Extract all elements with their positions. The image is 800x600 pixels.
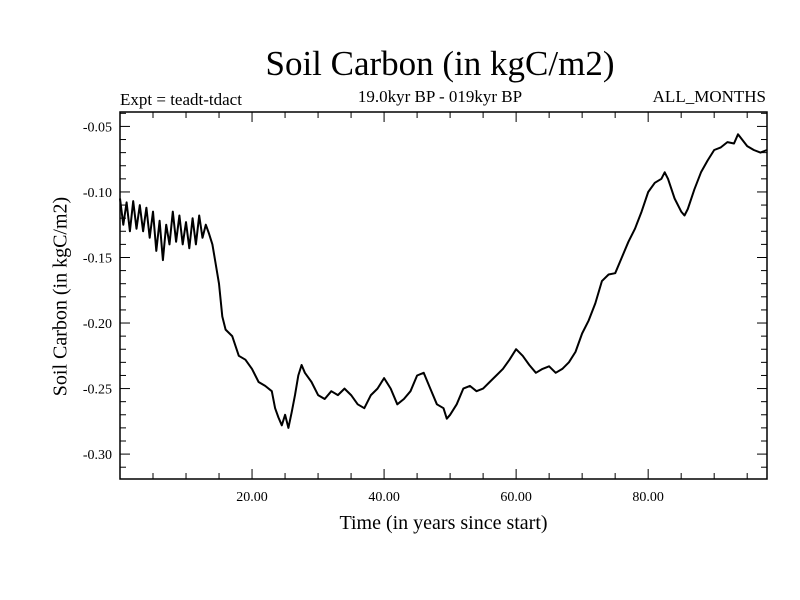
series-line-soil-carbon	[119, 133, 768, 429]
plot-frame	[119, 111, 768, 480]
x-tick-label: 20.00	[236, 490, 268, 505]
y-tick-label: -0.15	[83, 251, 112, 266]
x-tick-label: 80.00	[632, 490, 664, 505]
months-label: ALL_MONTHS	[652, 87, 766, 106]
y-tick-label: -0.05	[83, 120, 112, 135]
y-tick-label: -0.20	[83, 317, 112, 332]
chart-subtitle: 19.0kyr BP - 019kyr BP	[357, 87, 523, 106]
y-tick-label: -0.30	[83, 448, 112, 463]
chart-title: Soil Carbon (in kgC/m2)	[265, 44, 615, 83]
x-axis-label: Time (in years since start)	[339, 512, 548, 534]
x-tick-label: 60.00	[500, 490, 532, 505]
x-tick-label: 40.00	[368, 490, 400, 505]
y-tick-label: -0.25	[83, 383, 112, 398]
y-tick-label: -0.10	[83, 186, 112, 201]
experiment-label: Expt = teadt-tdact	[120, 90, 242, 109]
